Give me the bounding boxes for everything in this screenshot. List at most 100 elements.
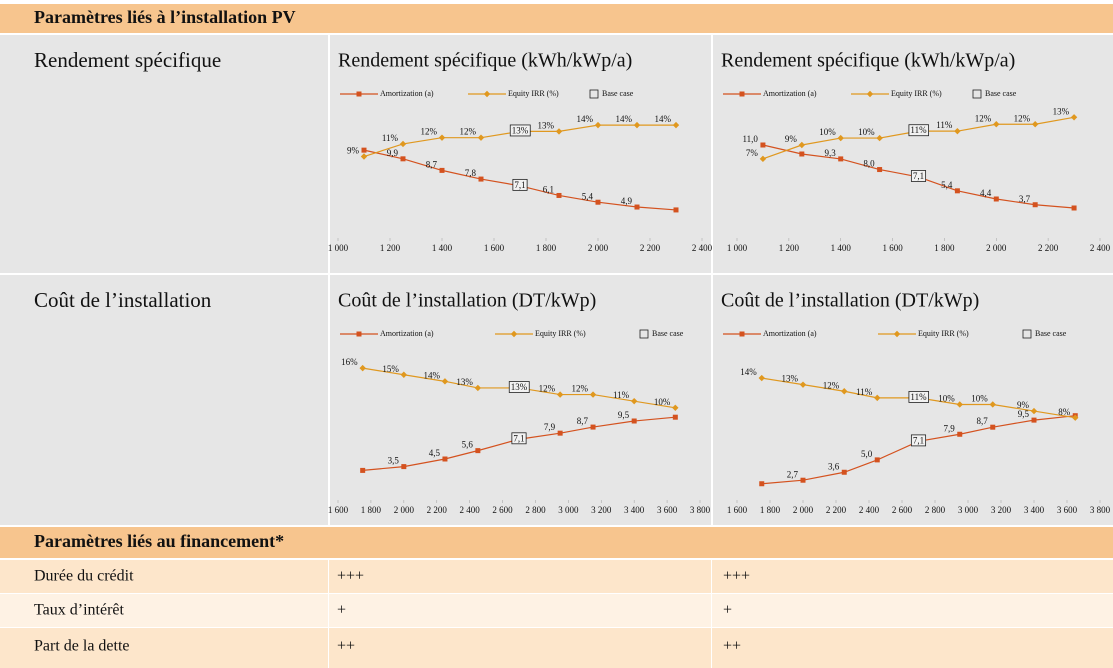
legend-label: Base case — [985, 89, 1017, 98]
data-label: 11% — [856, 387, 873, 397]
data-label: 8,7 — [577, 416, 589, 426]
data-label: 9,5 — [618, 410, 630, 420]
marker — [993, 121, 1000, 128]
data-label: 15% — [382, 364, 399, 374]
data-label: 14% — [423, 370, 440, 380]
marker — [359, 364, 366, 372]
marker — [438, 134, 446, 141]
marker — [673, 207, 679, 213]
x-tick-label: 2 000 — [793, 505, 814, 515]
x-tick-label: 3 600 — [657, 505, 678, 515]
x-tick-label: 2 400 — [460, 505, 481, 515]
base-case-label: 13% — [511, 382, 528, 392]
column-separator — [328, 560, 329, 668]
marker — [630, 397, 638, 405]
data-label: 12% — [421, 127, 438, 137]
marker — [590, 424, 596, 430]
base-case-box — [910, 434, 927, 447]
legend-base-box — [1022, 329, 1032, 339]
data-label: 8,7 — [426, 159, 438, 169]
x-tick-label: 1 600 — [328, 505, 349, 515]
x-tick-label: 2 600 — [492, 505, 513, 515]
x-tick-label: 2 200 — [427, 505, 448, 515]
marker — [993, 196, 999, 202]
data-label: 3,6 — [828, 461, 840, 471]
data-label: 16% — [341, 357, 358, 367]
legend-label: Amortization (a) — [763, 329, 817, 338]
x-tick-label: 1 000 — [727, 243, 748, 253]
base-case-box — [512, 178, 528, 191]
legend-label: Amortization (a) — [380, 89, 434, 98]
marker — [841, 469, 847, 475]
marker — [1071, 205, 1077, 211]
x-tick-label: 3 400 — [624, 505, 645, 515]
column-separator — [328, 35, 330, 525]
legend-marker — [483, 90, 491, 98]
marker — [360, 467, 366, 473]
legend-marker — [893, 330, 901, 338]
x-tick-label: 1 000 — [328, 243, 349, 253]
marker — [478, 176, 484, 182]
base-case-label: 7,1 — [514, 180, 525, 190]
row-bg — [0, 35, 1113, 273]
data-label: 14% — [655, 114, 672, 124]
marker — [990, 424, 996, 430]
x-tick-label: 1 800 — [536, 243, 557, 253]
legend-label: Equity IRR (%) — [918, 329, 969, 338]
base-case-box — [910, 170, 927, 182]
x-tick-label: 2 200 — [826, 505, 847, 515]
x-tick-label: 1 600 — [727, 505, 748, 515]
data-label: 5,6 — [462, 440, 474, 450]
data-label: 12% — [975, 113, 992, 123]
data-label: 12% — [1014, 113, 1031, 123]
base-case-box — [908, 124, 929, 137]
row-bg — [0, 594, 1113, 627]
marker — [400, 371, 408, 378]
data-label: 7,9 — [544, 422, 556, 432]
marker — [399, 140, 407, 148]
data-label: 12% — [572, 384, 589, 394]
chart-title: Rendement spécifique (kWh/kWp/a) — [721, 50, 1015, 72]
base-case-label: 7,1 — [913, 171, 924, 181]
data-label: 3,7 — [1019, 194, 1031, 204]
legend-marker — [356, 91, 362, 97]
x-tick-label: 2 400 — [859, 505, 880, 515]
base-case-box — [908, 391, 929, 403]
marker — [760, 142, 766, 148]
marker — [556, 192, 562, 198]
x-tick-label: 1 400 — [831, 243, 852, 253]
section-header-bg — [0, 527, 1113, 558]
data-label: 13% — [1053, 106, 1070, 116]
legend-base-box — [589, 89, 599, 99]
marker — [877, 167, 883, 173]
x-tick-label: 2 000 — [588, 243, 609, 253]
marker — [799, 381, 807, 388]
x-tick-label: 2 400 — [1090, 243, 1111, 253]
row-label: Coût de l’installation — [34, 288, 212, 312]
base-case-label: 11% — [910, 125, 927, 135]
marker — [1030, 407, 1038, 415]
x-tick-label: 1 200 — [779, 243, 800, 253]
data-label: 5,0 — [861, 449, 873, 459]
marker — [556, 391, 564, 398]
base-case-box — [511, 432, 527, 445]
marker — [400, 156, 406, 162]
column-separator — [711, 35, 713, 525]
marker — [798, 141, 806, 149]
data-label: 10% — [654, 397, 671, 407]
data-label: 10% — [858, 127, 875, 137]
base-case-label: 11% — [910, 392, 927, 402]
data-label: 13% — [456, 377, 473, 387]
row-label: Taux d’intérêt — [34, 602, 125, 619]
marker — [595, 199, 601, 205]
section-title: Paramètres liés au financement* — [34, 531, 284, 551]
data-label: 12% — [460, 127, 477, 137]
x-tick-label: 1 600 — [484, 243, 505, 253]
base-case-label: 13% — [512, 125, 529, 135]
marker — [838, 156, 844, 162]
marker — [1031, 417, 1037, 423]
row-label: Rendement spécifique — [34, 48, 221, 72]
marker — [1032, 202, 1038, 208]
marker — [477, 134, 485, 141]
data-label: 11% — [936, 120, 953, 130]
